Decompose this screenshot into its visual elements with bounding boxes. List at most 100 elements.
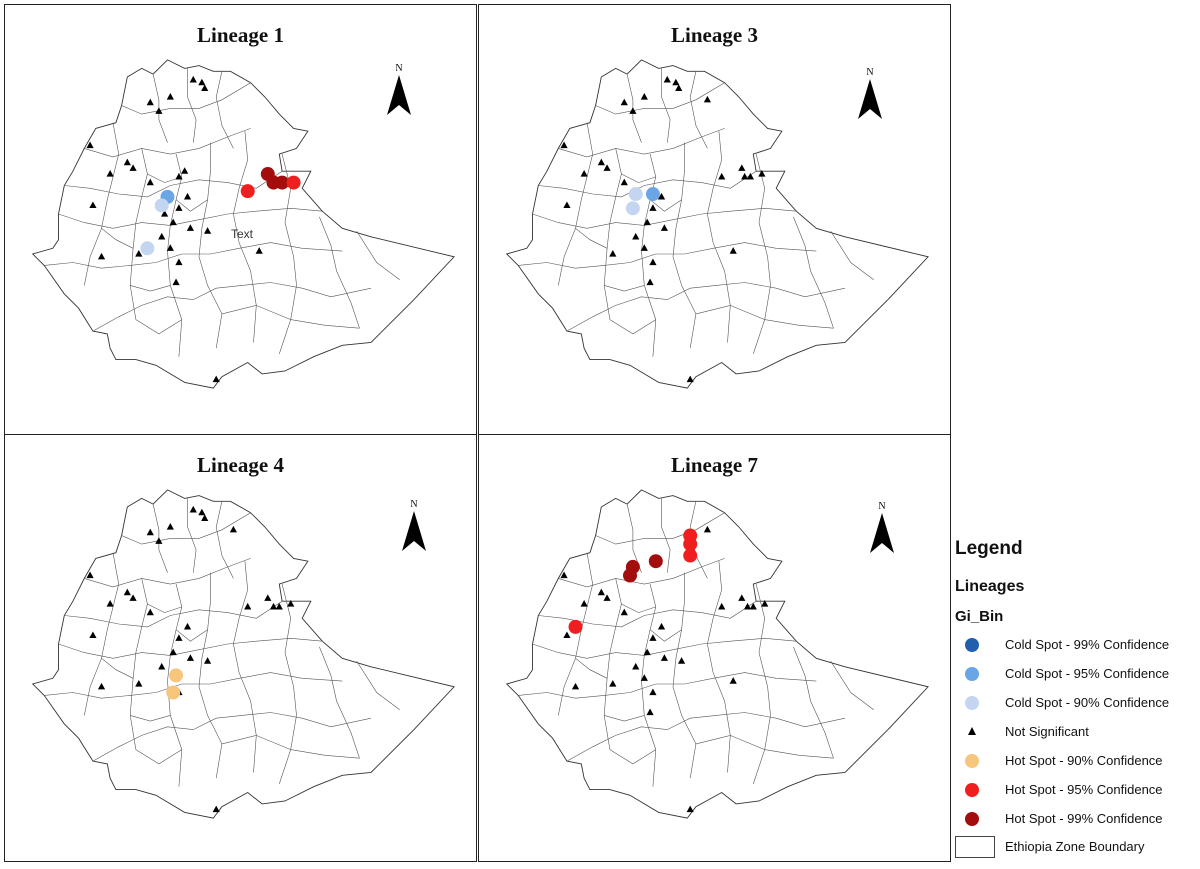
zone-boundary-line — [84, 122, 120, 286]
not-significant-marker — [135, 249, 143, 257]
not-significant-marker — [643, 648, 651, 656]
north-arrow-icon: N — [399, 499, 429, 555]
zone-boundary-line — [167, 154, 183, 357]
not-significant-marker — [146, 608, 154, 616]
zone-boundary-line — [356, 660, 400, 710]
triangle-icon — [968, 727, 976, 735]
legend-item-cold90: Cold Spot - 90% Confidence — [953, 692, 1198, 714]
not-significant-marker — [146, 178, 154, 186]
circle-icon — [965, 754, 979, 768]
not-significant-marker — [597, 588, 605, 596]
legend-item-label: Not Significant — [1005, 724, 1089, 739]
zone-boundary-line — [58, 207, 323, 229]
not-significant-marker — [718, 602, 726, 610]
legend-item-cold99: Cold Spot - 99% Confidence — [953, 634, 1198, 656]
not-significant-marker — [649, 634, 657, 641]
zone-boundary-line — [793, 216, 834, 329]
not-significant-marker — [640, 674, 648, 681]
zone-boundary-line — [558, 122, 594, 286]
zone-boundary-line — [621, 173, 656, 183]
not-significant-marker — [201, 514, 209, 522]
ethiopia-zone-map — [31, 59, 455, 389]
not-significant-marker — [89, 201, 97, 209]
zone-boundary-line — [130, 715, 171, 722]
not-significant-marker — [729, 677, 737, 684]
not-significant-marker — [649, 204, 657, 211]
not-significant-marker — [181, 167, 189, 174]
country-boundary — [505, 489, 929, 819]
zone-boundary-line — [175, 199, 208, 212]
not-significant-marker — [603, 164, 611, 171]
zone-boundary-line — [641, 584, 657, 787]
not-significant-marker — [275, 602, 283, 610]
hot-spot-marker — [275, 175, 290, 190]
not-significant-marker — [97, 682, 106, 690]
circle-icon — [965, 696, 979, 710]
not-significant-marker — [106, 170, 114, 177]
not-significant-marker — [198, 78, 206, 86]
zone-boundary-line — [198, 572, 223, 779]
not-significant-marker — [166, 244, 174, 251]
zone-boundary-line — [319, 216, 360, 329]
not-significant-marker — [678, 657, 686, 664]
cold-spot-marker — [628, 187, 643, 202]
zone-boundary-line — [130, 285, 171, 292]
not-significant-marker — [640, 92, 648, 100]
legend-item-ns: Not Significant — [953, 721, 1198, 743]
not-significant-marker — [560, 141, 568, 149]
not-significant-marker — [718, 172, 726, 180]
circle-icon — [965, 783, 979, 797]
cold-spot-marker — [140, 241, 155, 256]
ethiopia-zone-map — [505, 489, 929, 819]
not-significant-marker — [89, 631, 97, 639]
hot-spot-marker — [166, 685, 181, 700]
not-significant-marker — [746, 172, 754, 180]
not-significant-marker — [563, 201, 571, 209]
not-significant-marker — [123, 158, 131, 166]
not-significant-marker — [660, 654, 668, 661]
zone-boundary-line — [101, 658, 134, 679]
not-significant-marker — [186, 224, 194, 231]
legend-item-label: Hot Spot - 95% Confidence — [1005, 782, 1163, 797]
not-significant-marker — [287, 600, 295, 607]
lineage-7-map-panel: Lineage 7 N — [478, 434, 951, 862]
hot-spot-marker — [286, 175, 301, 190]
zone-boundary-line — [518, 672, 817, 699]
zone-boundary-line — [198, 142, 223, 349]
not-significant-marker — [123, 588, 131, 596]
not-significant-marker — [204, 227, 212, 234]
legend-item-label: Hot Spot - 90% Confidence — [1005, 753, 1163, 768]
zone-boundary-line — [649, 199, 682, 212]
not-significant-marker — [675, 84, 683, 92]
hot-spot-marker — [648, 554, 663, 569]
zone-boundary-line — [695, 305, 834, 329]
zone-boundary-line — [121, 512, 251, 545]
zone-boundary-line — [604, 285, 645, 292]
not-significant-marker — [632, 662, 640, 670]
not-significant-marker — [158, 232, 166, 240]
legend-title: Legend — [955, 538, 1023, 559]
not-significant-marker — [663, 75, 671, 83]
not-significant-marker — [212, 375, 220, 383]
not-significant-marker — [198, 508, 206, 516]
legend-item-hot90: Hot Spot - 90% Confidence — [953, 750, 1198, 772]
zone-boundary-line — [621, 603, 656, 613]
not-significant-marker — [189, 505, 197, 513]
zone-boundary-line — [147, 603, 182, 613]
map-legend: Legend Lineages Gi_Bin Cold Spot - 99% C… — [953, 538, 1198, 863]
zone-boundary-line — [44, 672, 343, 699]
zone-boundary-line — [609, 319, 656, 335]
north-arrow-icon: N — [384, 63, 414, 119]
not-significant-marker — [129, 164, 137, 171]
not-significant-marker — [212, 805, 220, 813]
hot-spot-marker — [623, 568, 637, 583]
legend-item-cold95: Cold Spot - 95% Confidence — [953, 663, 1198, 685]
not-significant-marker — [758, 170, 766, 177]
zone-boundary-line — [604, 715, 645, 722]
zone-boundary-swatch — [955, 836, 995, 858]
not-significant-marker — [204, 657, 212, 664]
not-significant-marker — [166, 522, 174, 530]
zone-boundary-line — [707, 561, 731, 773]
not-significant-marker — [609, 249, 617, 257]
not-significant-marker — [597, 158, 605, 166]
